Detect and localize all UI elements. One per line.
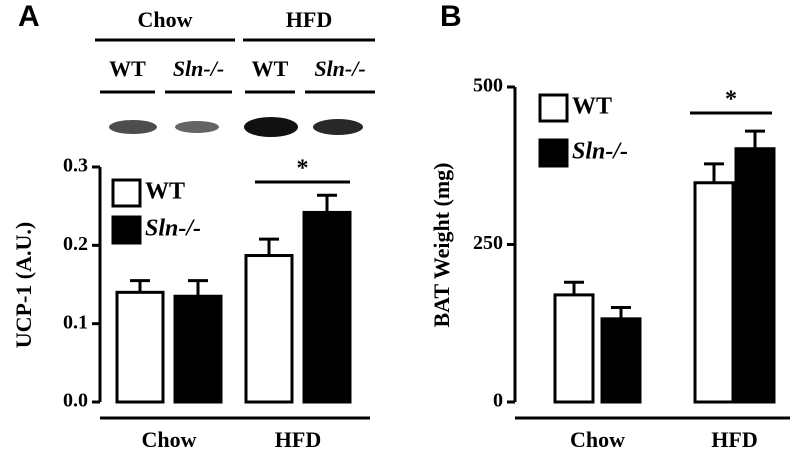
y-tick-label: 0.3 <box>63 155 88 177</box>
band <box>244 117 298 137</box>
x-tick-label: Chow <box>570 427 625 452</box>
bar <box>115 290 165 404</box>
bar <box>693 181 735 404</box>
y-tick-label: 0.0 <box>63 390 88 412</box>
panel-label: A <box>18 0 40 33</box>
bar <box>553 293 595 404</box>
blot-group-label: HFD <box>286 7 332 32</box>
x-tick-label: Chow <box>141 427 196 452</box>
legend-swatch <box>111 215 142 245</box>
band <box>109 120 157 134</box>
legend-label: Sln-/- <box>145 216 201 242</box>
bar <box>173 294 223 404</box>
y-axis-label: UCP-1 (A.U.) <box>11 222 36 348</box>
blot-lane-label: WT <box>252 56 289 81</box>
bar <box>600 317 642 404</box>
legend-label: Sln-/- <box>572 139 628 165</box>
bar <box>302 210 352 404</box>
x-tick-label: HFD <box>711 427 757 452</box>
y-tick-label: 500 <box>473 75 503 97</box>
blot-lane-label: WT <box>109 56 146 81</box>
legend-swatch <box>538 138 569 168</box>
panel-label: B <box>440 0 462 33</box>
legend-label: WT <box>145 179 185 205</box>
legend-swatch <box>111 178 142 208</box>
legend-label: WT <box>572 94 612 120</box>
band <box>313 119 363 135</box>
bar <box>734 147 776 404</box>
y-tick-label: 0.1 <box>63 311 88 333</box>
legend-swatch <box>538 93 569 123</box>
y-axis-label: BAT Weight (mg) <box>429 162 454 327</box>
significance-star: * <box>297 156 309 182</box>
significance-star: * <box>725 87 737 113</box>
band <box>175 121 219 133</box>
blot-lane-label: Sln-/- <box>173 56 224 81</box>
blot-bands <box>109 117 363 137</box>
bar <box>244 254 294 404</box>
y-tick-label: 0.2 <box>63 233 88 255</box>
y-tick-label: 250 <box>473 232 503 254</box>
blot-lane-label: Sln-/- <box>314 56 365 81</box>
y-tick-label: 0 <box>493 390 503 412</box>
x-tick-label: HFD <box>275 427 321 452</box>
blot-group-label: Chow <box>137 7 192 32</box>
